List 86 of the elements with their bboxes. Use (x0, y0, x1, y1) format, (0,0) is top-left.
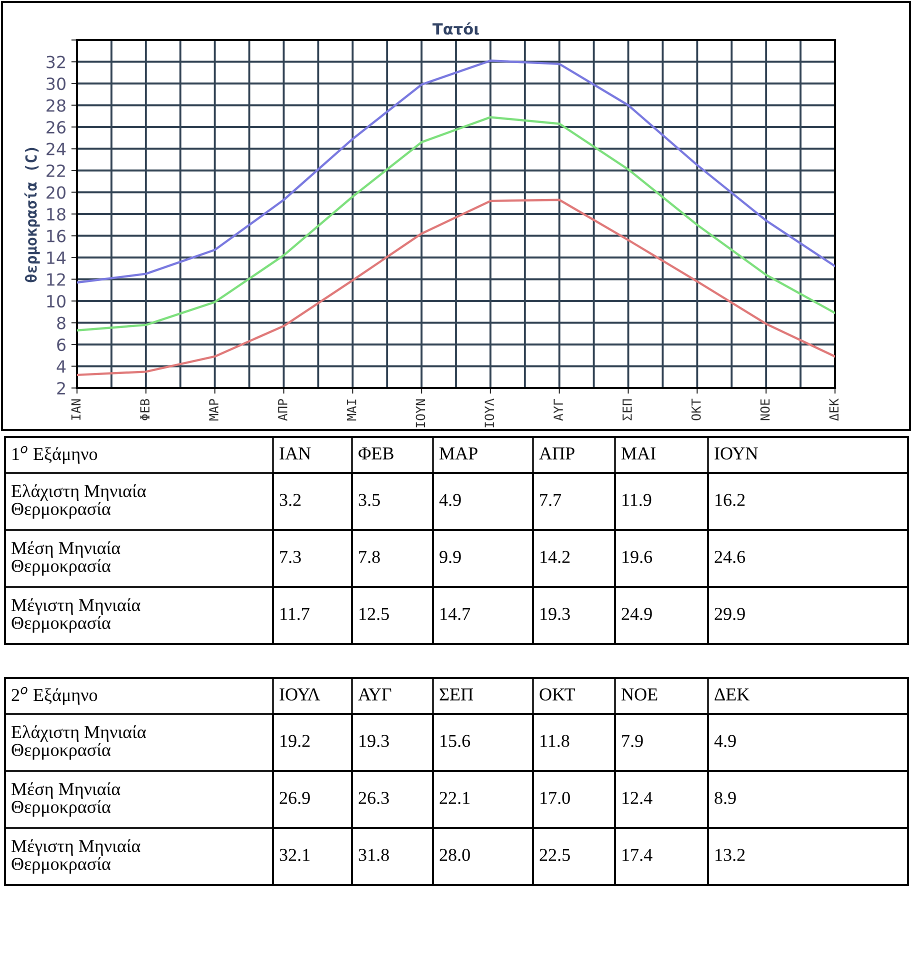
data-label: 29.9 (714, 608, 745, 620)
data-label: 17.0 (540, 792, 570, 804)
data-label: 4.9 (439, 494, 461, 506)
y-tick-label: 32 (46, 56, 65, 68)
y-tick-label: Ελάχιστη Μηνιαία Θερμοκρασία (12, 725, 146, 760)
data-label: 7.3 (280, 550, 301, 564)
data-label: 12.4 (622, 792, 652, 804)
x-tick-label: ΙΟΥΝ (714, 447, 758, 460)
y-tick-label: Μέγιστη Μηνιαία Θερμοκρασία (12, 839, 140, 874)
data-label: 13.2 (716, 848, 745, 862)
x-tick-label: ΜΑΙ (622, 447, 656, 460)
data-label: 28.0 (440, 848, 470, 862)
y-tick-label: 16 (47, 230, 66, 242)
y-tick-label: 30 (46, 77, 66, 90)
text: 1$^{o}$ Εξάμηνο (12, 446, 98, 464)
chart-title: Τατόι (432, 22, 479, 35)
x-tick-label: ΑΠΡ (539, 447, 574, 460)
data-label: 32.1 (280, 848, 310, 862)
data-label: 17.4 (622, 848, 652, 862)
data-label: 14.7 (440, 608, 470, 620)
x-tick-label: ΜΑΙ (347, 400, 356, 420)
y-tick-label: Μέγιστη Μηνιαία Θερμοκρασία (12, 598, 140, 633)
x-tick-label: ΙΟΥΝ (416, 399, 426, 428)
data-label: 31.8 (358, 848, 389, 862)
y-tick-label: 14 (47, 252, 66, 264)
x-tick-label: ΔΕΚ (714, 688, 750, 700)
x-tick-label: ΑΥΓ (554, 398, 563, 421)
data-label: 26.3 (358, 792, 389, 804)
x-tick-label: ΜΑΡ (440, 447, 478, 460)
x-tick-label: ΣΕΠ (440, 688, 474, 700)
y-tick-label: 26 (46, 120, 66, 134)
y-tick-label: 8 (57, 316, 66, 330)
x-tick-label: ΙΟΥΛ (280, 688, 320, 701)
data-label: 3.5 (358, 494, 380, 506)
data-label: 4.9 (714, 734, 736, 748)
x-tick-label: ΙΟΥΛ (484, 398, 494, 428)
x-tick-label: ΝΟΕ (760, 399, 770, 420)
y-tick-label: 12 (47, 273, 65, 286)
x-tick-label: ΙΑΝ (280, 447, 311, 460)
data-label: 26.9 (280, 792, 310, 804)
x-tick-label: ΑΥΓ (358, 688, 392, 700)
y-tick-label: Ελάχιστη Μηνιαία Θερμοκρασία (12, 484, 146, 519)
data-label: 8.9 (714, 792, 736, 804)
x-tick-label: ΦΕΒ (140, 399, 150, 420)
data-label: 7.9 (622, 734, 643, 748)
data-label: 16.2 (716, 494, 745, 506)
y-tick-label: 24 (46, 142, 66, 156)
x-tick-label: ΝΟΕ (622, 688, 658, 701)
x-tick-label: ΔΕΚ (829, 398, 838, 421)
data-label: 7.8 (359, 550, 380, 564)
y-tick-label: 10 (47, 294, 66, 308)
y-tick-label: 4 (56, 360, 66, 373)
x-tick-label: ΜΑΡ (209, 398, 218, 420)
y-tick-label: 20 (46, 186, 66, 199)
x-tick-label: ΑΠΡ (278, 398, 288, 421)
data-label: 19.6 (622, 550, 652, 564)
data-label: 11.8 (540, 734, 570, 748)
data-label: 12.5 (360, 608, 389, 620)
data-label: 15.6 (440, 734, 470, 748)
y-tick-label: Μέση Μηνιαία Θερμοκρασία (12, 541, 120, 576)
data-label: 24.9 (622, 608, 652, 620)
text: 2$^{o}$ Εξάμηνο (12, 686, 98, 705)
y-tick-label: 2 (57, 382, 65, 394)
data-label: 24.6 (714, 550, 746, 564)
data-label: 19.2 (280, 734, 310, 748)
y-tick-label: 6 (57, 338, 66, 352)
data-label: 19.3 (540, 608, 570, 620)
data-label: 22.5 (540, 848, 570, 862)
data-label: 9.9 (440, 550, 461, 564)
y-tick-label: 18 (47, 208, 66, 221)
data-label: 11.9 (622, 494, 652, 506)
x-tick-label: ΦΕΒ (358, 448, 394, 460)
data-label: 14.2 (540, 550, 570, 564)
x-tick-label: ΟΚΤ (540, 688, 576, 701)
data-label: 11.7 (280, 608, 310, 620)
x-tick-label: ΣΕΠ (622, 399, 632, 420)
data-label: 3.2 (280, 494, 301, 506)
y-axis-title: θερμοκρασία (C) (24, 148, 40, 282)
data-label: 19.3 (360, 734, 389, 748)
y-tick-label: Μέση Μηνιαία Θερμοκρασία (12, 782, 120, 817)
x-tick-label: ΙΑΝ (71, 399, 80, 420)
y-tick-label: 22 (46, 164, 65, 177)
data-label: 22.1 (440, 792, 470, 804)
y-tick-label: 28 (46, 99, 66, 112)
x-tick-label: ΟΚΤ (691, 398, 701, 420)
data-label: 7.7 (540, 494, 562, 506)
